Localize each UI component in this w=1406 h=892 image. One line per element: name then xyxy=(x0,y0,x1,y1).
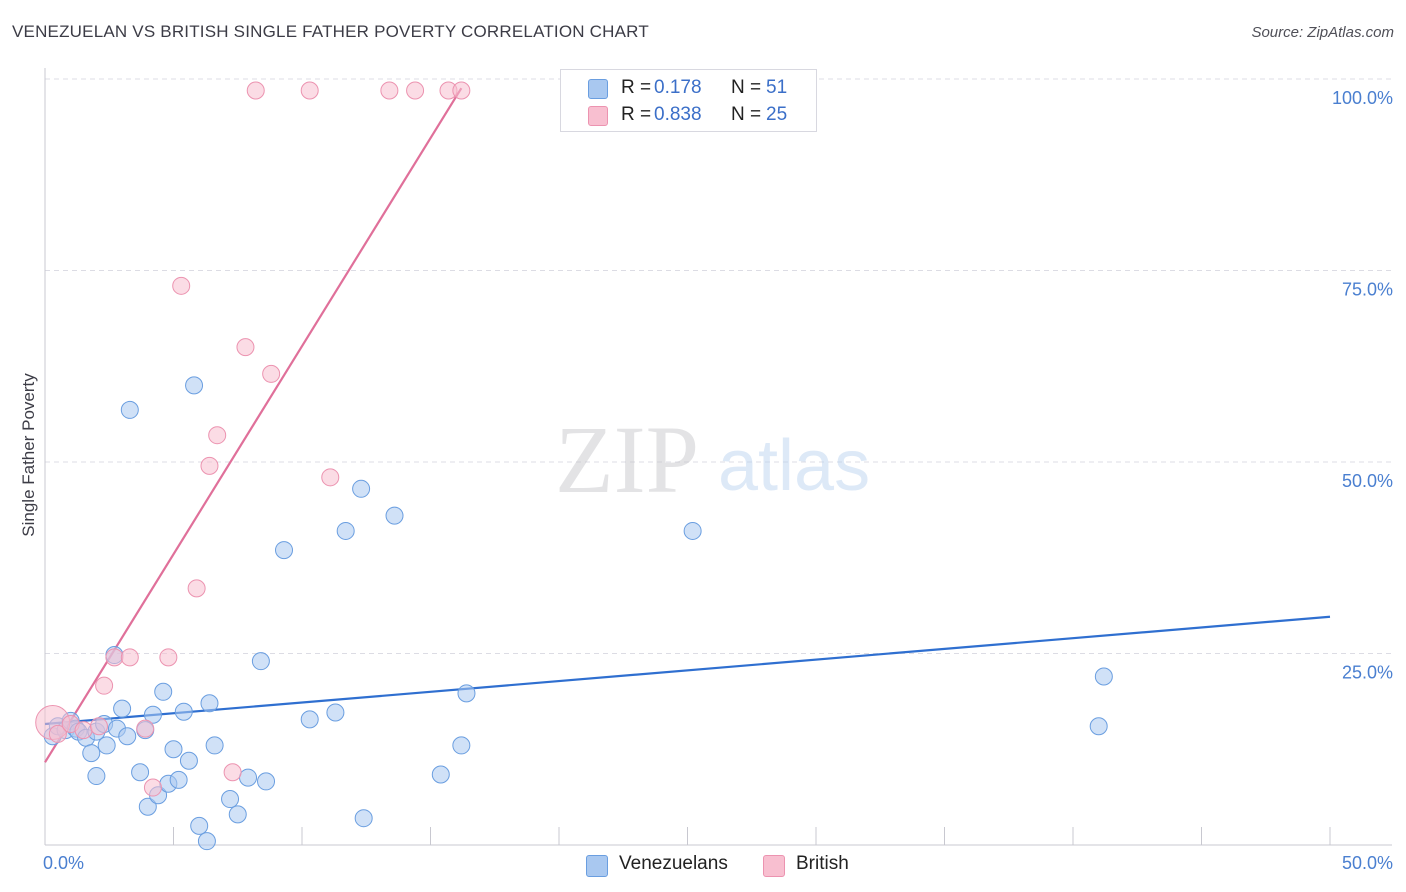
venezuelan-point xyxy=(251,652,270,671)
british-point xyxy=(95,676,114,695)
venezuelan-point xyxy=(164,740,183,759)
venezuelan-point xyxy=(169,770,188,789)
series-legend: Venezuelans British xyxy=(0,852,1406,878)
venezuelan-point xyxy=(683,521,702,540)
venezuelan-point xyxy=(113,699,132,718)
venezuelan-point xyxy=(185,376,204,395)
british-point xyxy=(89,717,108,736)
venezuelan-point xyxy=(336,521,355,540)
british-point xyxy=(321,468,340,487)
british-point xyxy=(172,276,191,295)
venezuelan-point xyxy=(82,744,101,763)
venezuelan-point xyxy=(205,736,224,755)
venezuelan-point xyxy=(221,790,240,809)
venezuelan-point xyxy=(457,684,476,703)
british-point xyxy=(143,778,162,797)
y-tick-label: 25.0% xyxy=(1342,663,1393,683)
y-axis-label: Single Father Poverty xyxy=(19,373,38,537)
venezuelan-point xyxy=(452,736,471,755)
venezuelan-point xyxy=(87,767,106,786)
y-tick-label: 75.0% xyxy=(1342,280,1393,300)
venezuelan-point xyxy=(1089,717,1108,736)
venezuelan-point xyxy=(257,772,276,791)
venezuelan-point xyxy=(118,727,137,746)
tick-labels: 25.0% 50.0% 75.0% 100.0% 0.0% 50.0% xyxy=(43,88,1393,873)
legend-r-label: R = xyxy=(621,104,652,125)
venezuelan-point xyxy=(97,736,116,755)
venezuelan-point xyxy=(190,816,209,835)
british-point xyxy=(406,81,425,100)
source-label: Source: ZipAtlas.com xyxy=(1251,24,1394,41)
british-point xyxy=(262,364,281,383)
grid-lines xyxy=(45,78,1392,654)
venezuelan-point xyxy=(239,768,258,787)
venezuelan-point xyxy=(352,479,371,498)
series-swatch-venezuelans xyxy=(586,855,608,877)
british-point xyxy=(380,81,399,100)
legend-row-venezuelans: R = 0.178 N = 51 xyxy=(561,75,816,101)
series-label-venezuelans: Venezuelans xyxy=(619,853,728,874)
venezuelan-point xyxy=(143,705,162,724)
british-point xyxy=(136,719,155,738)
british-point xyxy=(208,426,227,445)
venezuelan-point xyxy=(228,805,247,824)
venezuelan-point xyxy=(174,702,193,721)
x-tick-label-min: 0.0% xyxy=(43,853,84,873)
data-points xyxy=(35,81,1113,851)
british-point xyxy=(187,579,206,598)
british-point xyxy=(159,648,178,667)
watermark-zip: ZIP xyxy=(555,406,699,513)
british-point xyxy=(200,456,219,475)
british-point xyxy=(105,648,124,667)
venezuelan-trend-line xyxy=(44,615,1331,726)
venezuelan-point xyxy=(120,400,139,419)
legend-swatch-british xyxy=(588,106,608,126)
y-tick-label: 100.0% xyxy=(1332,88,1393,108)
venezuelan-point xyxy=(200,694,219,713)
british-point xyxy=(48,724,67,743)
british-point xyxy=(74,721,93,740)
legend-n-label: N = xyxy=(731,104,762,125)
venezuelan-point xyxy=(154,682,173,701)
british-point xyxy=(223,763,242,782)
y-tick-label: 50.0% xyxy=(1342,471,1393,491)
x-tick-label-max: 50.0% xyxy=(1342,853,1393,873)
venezuelan-point xyxy=(275,541,294,560)
venezuelan-point xyxy=(354,809,373,828)
legend-row-british: R = 0.838 N = 25 xyxy=(561,102,816,128)
correlation-legend: R = 0.178 N = 51 R = 0.838 N = 25 xyxy=(560,69,817,132)
legend-r-label: R = xyxy=(621,77,652,98)
venezuelan-point xyxy=(197,832,216,851)
series-swatch-british xyxy=(763,855,785,877)
legend-r-value: 0.178 xyxy=(654,77,702,98)
series-label-british: British xyxy=(796,853,849,874)
british-point xyxy=(452,81,471,100)
venezuelan-point xyxy=(326,703,345,722)
british-point xyxy=(120,648,139,667)
watermark-atlas: atlas xyxy=(718,426,870,506)
venezuelan-point xyxy=(1094,667,1113,686)
british-point xyxy=(236,338,255,357)
venezuelan-point xyxy=(138,797,157,816)
legend-n-value: 25 xyxy=(766,104,788,125)
watermark: ZIP atlas xyxy=(555,406,870,513)
legend-n-value: 51 xyxy=(766,77,788,98)
venezuelan-point xyxy=(300,710,319,729)
venezuelan-point xyxy=(131,763,150,782)
venezuelan-point xyxy=(431,765,450,784)
venezuelan-point xyxy=(179,751,198,770)
british-point xyxy=(300,81,319,100)
legend-r-value: 0.838 xyxy=(654,104,702,125)
british-point xyxy=(246,81,265,100)
legend-n-label: N = xyxy=(731,77,762,98)
venezuelan-point xyxy=(385,506,404,525)
chart-title: VENEZUELAN VS BRITISH SINGLE FATHER POVE… xyxy=(12,22,649,41)
legend-swatch-venezuelans xyxy=(588,79,608,99)
